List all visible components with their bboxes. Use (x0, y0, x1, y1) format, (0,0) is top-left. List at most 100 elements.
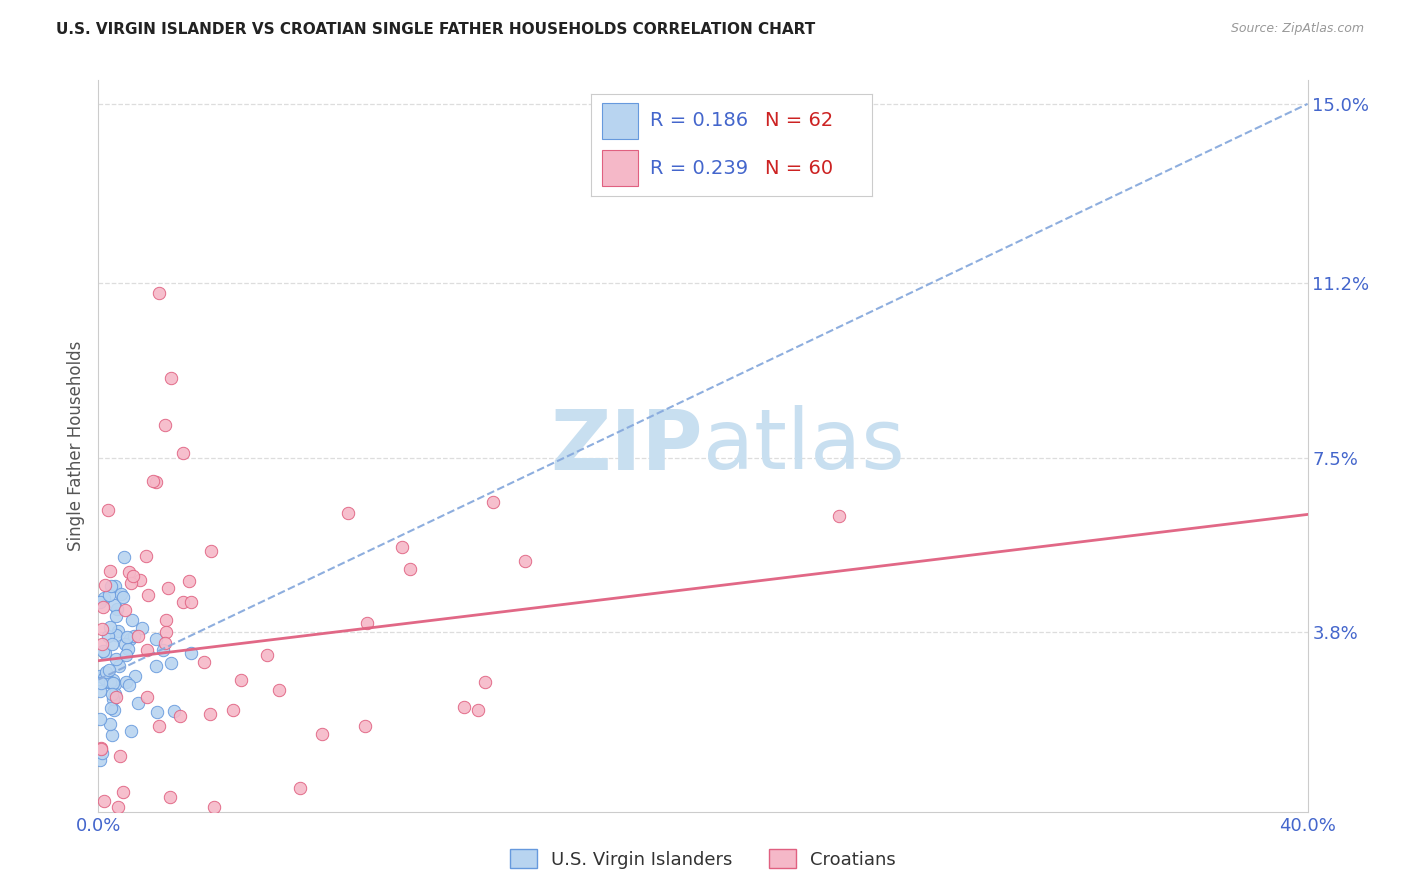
Point (103, 703, 125, 717)
Point (115, 648, 138, 662)
Point (482, 495, 505, 509)
Point (98, 588, 121, 602)
Point (353, 719, 375, 733)
Point (112, 550, 135, 565)
Point (111, 590, 134, 604)
Point (104, 676, 127, 690)
Point (118, 678, 141, 692)
Point (336, 506, 359, 520)
Point (94, 578, 117, 592)
Point (356, 615, 378, 630)
Point (98, 674, 121, 689)
Point (222, 703, 245, 717)
Point (229, 673, 252, 687)
Point (111, 785, 134, 799)
Point (180, 646, 202, 660)
Point (121, 613, 143, 627)
Point (103, 599, 125, 613)
Point (135, 549, 157, 563)
Point (89, 753, 111, 767)
Point (142, 475, 165, 489)
Point (91, 637, 114, 651)
Point (180, 595, 202, 609)
Point (110, 587, 132, 601)
Point (100, 637, 122, 651)
Point (98, 619, 121, 633)
Point (89, 595, 111, 609)
Point (118, 565, 141, 579)
Point (107, 624, 129, 638)
Text: ZIP: ZIP (551, 406, 703, 486)
Point (474, 675, 496, 690)
Point (148, 719, 170, 733)
Point (120, 576, 142, 591)
Point (157, 581, 180, 595)
Point (90, 741, 112, 756)
Point (89, 684, 111, 698)
Point (399, 562, 422, 576)
Point (136, 690, 159, 705)
Point (90, 742, 112, 756)
Point (97, 663, 120, 677)
Point (202, 800, 225, 814)
Point (110, 749, 132, 764)
Point (94, 646, 117, 660)
Point (153, 417, 176, 432)
Point (153, 636, 176, 650)
Point (145, 658, 167, 673)
Point (118, 632, 141, 647)
Point (94, 666, 117, 681)
Point (108, 659, 131, 673)
Point (105, 609, 128, 624)
Text: R = 0.186: R = 0.186 (650, 112, 748, 130)
Point (131, 621, 153, 635)
Point (138, 588, 160, 602)
Point (193, 655, 215, 669)
Point (117, 642, 139, 657)
Point (93, 671, 115, 685)
Point (169, 709, 191, 723)
Point (104, 690, 127, 705)
Point (391, 540, 413, 554)
Point (104, 687, 127, 701)
Point (90, 746, 112, 760)
Point (101, 687, 124, 701)
Point (177, 574, 200, 589)
Point (467, 703, 489, 717)
Point (160, 657, 183, 671)
Text: N = 62: N = 62 (765, 112, 834, 130)
Point (127, 696, 149, 710)
Point (105, 602, 128, 616)
Point (155, 613, 177, 627)
Text: N = 60: N = 60 (765, 159, 832, 178)
Point (105, 628, 128, 642)
Point (91, 622, 114, 636)
Y-axis label: Single Father Households: Single Father Households (66, 341, 84, 551)
Point (267, 682, 290, 697)
Point (98, 564, 121, 578)
Point (127, 629, 149, 643)
Point (129, 573, 152, 587)
Point (198, 707, 221, 722)
Point (155, 625, 177, 640)
Point (100, 579, 122, 593)
Point (828, 508, 851, 523)
Point (107, 800, 129, 814)
Point (290, 781, 312, 796)
Point (101, 691, 124, 706)
Legend: U.S. Virgin Islanders, Croatians: U.S. Virgin Islanders, Croatians (510, 849, 896, 869)
Point (90, 676, 112, 690)
Point (115, 674, 138, 689)
Point (145, 632, 167, 646)
Point (145, 705, 167, 719)
Point (122, 569, 145, 583)
Bar (602, 150, 638, 186)
Text: U.S. VIRGIN ISLANDER VS CROATIAN SINGLE FATHER HOUSEHOLDS CORRELATION CHART: U.S. VIRGIN ISLANDER VS CROATIAN SINGLE … (56, 22, 815, 37)
Text: atlas: atlas (703, 406, 904, 486)
Point (100, 701, 122, 715)
Point (115, 630, 138, 644)
Point (96, 665, 118, 679)
Point (101, 673, 124, 687)
Point (89, 712, 111, 726)
Point (96, 629, 118, 643)
